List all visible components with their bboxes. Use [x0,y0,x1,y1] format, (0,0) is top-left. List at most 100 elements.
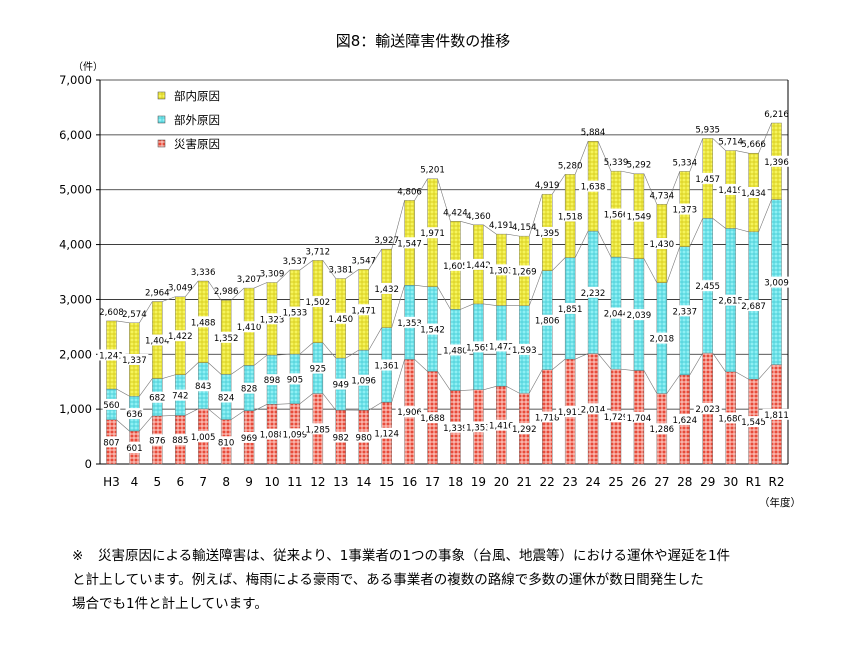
x-tick-label: 10 [264,475,279,489]
series-connector [529,369,543,394]
data-label-bg [762,408,791,420]
series-connector [597,230,612,258]
total-label: 3,309 [260,269,285,279]
total-label: 3,049 [168,284,193,294]
x-tick-label: 8 [222,475,230,489]
data-label-bg [102,436,121,448]
series-connector [437,371,451,391]
series-connector [758,199,772,232]
x-unit-label: （年度） [759,496,801,509]
data-label: 1,533 [283,309,308,319]
data-label-bg [441,344,470,356]
data-label: 1,688 [420,414,445,424]
data-label-bg [464,341,493,353]
series-connector [391,200,405,250]
data-label-bg [217,391,235,403]
total-label: 3,712 [306,247,331,257]
data-label: 980 [356,434,372,444]
total-label: 3,537 [283,257,308,267]
data-label: 1,851 [558,305,583,315]
stacked-bar-chart: 0 1,000 2,000 3,000 4,000 5,000 6,000 7,000（件） H… [59,61,801,509]
data-label: 1,906 [397,408,422,418]
series-connector [391,285,405,328]
total-label: 3,336 [191,268,216,278]
series-connector [528,194,543,237]
x-tick-label: R2 [769,475,785,489]
data-label: 1,718 [535,413,560,423]
data-label: 1,502 [306,298,331,308]
series-connector [689,352,703,376]
series-connector [253,354,268,366]
data-label-bg [148,434,167,446]
data-label: 1,124 [374,430,399,440]
data-label-bg [217,436,235,448]
series-connector [299,260,314,271]
data-label: 1,432 [374,285,399,295]
y-tick-label: 3,000 [59,292,92,306]
data-label-bg [332,378,350,390]
data-label: 982 [333,434,349,444]
data-label-bg [349,304,378,316]
series-connector [551,174,566,195]
data-label: 742 [172,392,188,402]
data-label-bg [464,258,493,270]
data-label: 810 [218,438,234,448]
series-connector [758,122,772,154]
data-label-bg [670,203,699,215]
data-label-bg [693,280,722,292]
series-connector [483,303,497,306]
x-tick-label: 13 [333,475,348,489]
data-label: 1,971 [420,229,445,239]
data-label: 601 [126,444,142,454]
chart-title: 図8：輸送障害件数の推移 [335,32,511,50]
x-tick-label: H3 [103,475,120,489]
series-connector [666,171,681,205]
data-label: 876 [149,436,165,446]
data-label-bg [579,403,608,415]
x-tick-label: 14 [356,475,371,489]
total-label: 3,927 [374,236,399,246]
data-label: 1,471 [351,306,376,316]
y-tick-label: 7,000 [59,73,92,87]
data-label: 1,269 [512,267,537,277]
data-label-bg [395,316,424,328]
series-connector [116,419,130,432]
data-label: 1,373 [672,206,697,216]
data-label: 1,353 [397,319,422,329]
footnote-mark: ※ [72,548,84,564]
series-connector [299,393,314,404]
data-label-bg [647,238,676,250]
series-connector [414,178,428,201]
series-connector [230,287,245,301]
data-label-bg [716,412,745,424]
data-label-bg [556,210,585,222]
data-label: 1,419 [718,186,743,196]
data-label: 1,339 [443,424,468,434]
series-connector [666,374,681,394]
data-label: 905 [287,375,303,385]
series-connector [597,353,612,370]
data-label-bg [602,307,630,319]
series-connector [207,362,222,375]
data-label-bg [716,183,745,195]
series-connector [483,224,497,235]
data-label: 2,232 [581,289,606,299]
data-label: 1,566 [604,211,629,221]
x-tick-label: 30 [723,475,738,489]
data-label-bg [171,434,190,446]
series-connector [162,374,176,379]
data-label-bg [372,282,401,294]
data-label-bg [309,362,327,374]
total-label: 5,334 [672,158,697,168]
data-label-bg [762,155,791,167]
series-connector [575,353,589,360]
x-tick-label: 24 [585,475,600,489]
data-label: 1,545 [741,418,766,428]
total-label: 5,884 [581,128,606,138]
data-label: 1,241 [99,351,124,361]
data-label-bg [418,412,447,424]
data-label: 2,687 [741,302,766,312]
data-label-bg [189,430,218,442]
data-label-bg [303,296,332,308]
data-label-bg [510,265,539,277]
